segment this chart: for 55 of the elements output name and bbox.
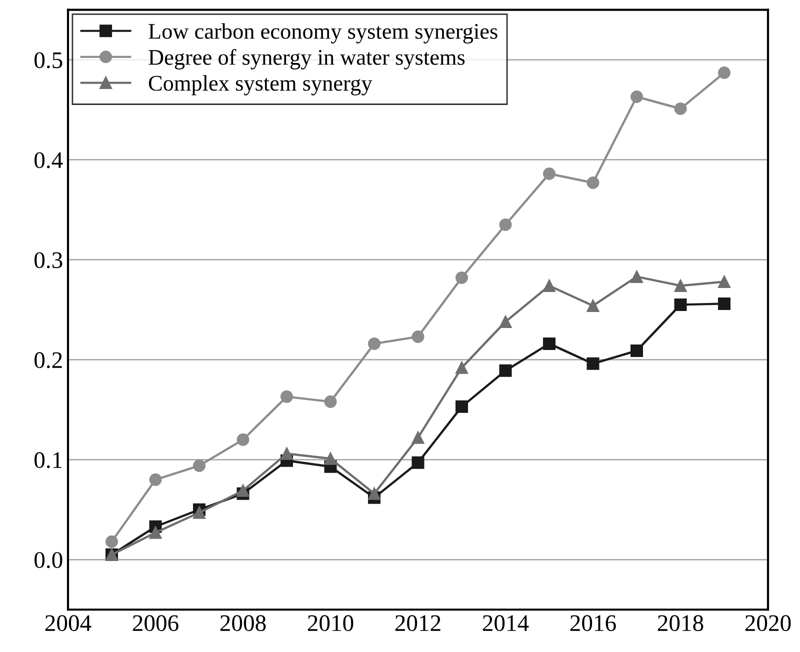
point [456, 271, 468, 284]
point [543, 279, 556, 292]
point [412, 431, 424, 444]
legend-label: Low carbon economy system synergies [148, 23, 498, 44]
y-tick-label: 0.2 [34, 352, 62, 368]
point [412, 456, 424, 469]
point [630, 90, 643, 104]
x-tick-label: 2014 [482, 615, 529, 632]
y-tick-label: 0.3 [34, 252, 62, 268]
point [324, 395, 337, 408]
y-tick-label: 0.4 [34, 152, 63, 168]
y-tick-label: 0.0 [34, 552, 62, 568]
point [324, 452, 337, 465]
point [543, 337, 556, 350]
point [193, 506, 206, 519]
point [718, 275, 730, 288]
point [412, 330, 424, 343]
point [236, 484, 250, 497]
point [368, 487, 380, 500]
point [630, 344, 643, 357]
legend-label: Complex system synergy [148, 75, 372, 96]
point [543, 167, 556, 180]
x-tick-label: 2004 [45, 615, 92, 632]
point [368, 337, 380, 350]
y-tick-label: 0.5 [34, 52, 62, 68]
point [718, 297, 730, 310]
point [456, 400, 468, 413]
point [280, 390, 293, 403]
x-tick-label: 2018 [658, 615, 704, 632]
x-tick-label: 2006 [132, 615, 178, 632]
point [236, 433, 250, 446]
point [586, 357, 600, 370]
point [674, 298, 687, 311]
point [456, 361, 468, 374]
point [499, 315, 512, 328]
point [674, 102, 687, 116]
x-tick-label: 2020 [745, 615, 791, 632]
point [499, 218, 512, 231]
point [193, 459, 206, 472]
point [106, 535, 118, 548]
point [586, 176, 600, 189]
legend-label: Degree of synergy in water systems [148, 49, 465, 70]
point [718, 66, 730, 80]
point [149, 526, 162, 539]
x-tick-label: 2008 [220, 615, 266, 632]
point [674, 279, 687, 292]
x-tick-label: 2016 [570, 615, 616, 632]
point [280, 447, 293, 460]
point [149, 473, 162, 486]
y-tick-label: 0.1 [34, 452, 62, 468]
x-tick-label: 2012 [395, 615, 440, 632]
point [586, 299, 600, 312]
point [499, 364, 512, 377]
x-tick-label: 2010 [308, 615, 354, 632]
point [630, 270, 643, 283]
